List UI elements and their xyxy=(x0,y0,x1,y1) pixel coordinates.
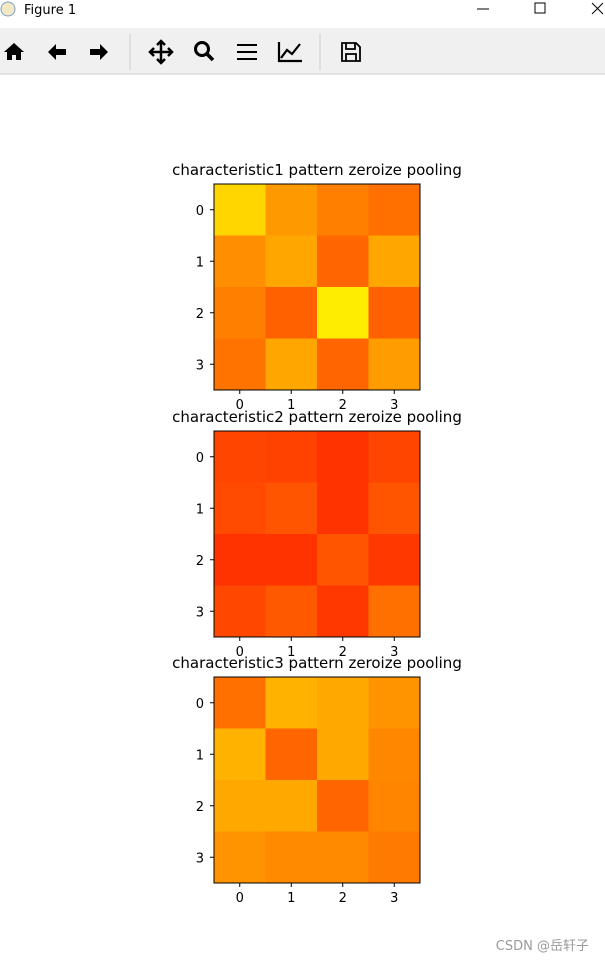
heatmap-cell xyxy=(265,780,318,832)
heatmap-cell xyxy=(317,534,369,586)
x-tick-label: 2 xyxy=(339,891,347,906)
x-tick-label: 2 xyxy=(339,398,347,413)
heatmap-cell xyxy=(317,184,369,236)
axes-frame xyxy=(213,676,421,884)
heatmap-cell xyxy=(265,287,318,339)
heatmap-cell xyxy=(317,482,369,535)
y-tick-label: 0 xyxy=(196,697,204,712)
chart-title: characteristic3 pattern zeroize pooling xyxy=(172,654,462,672)
watermark: CSDN @岳轩子 xyxy=(496,939,589,954)
app-icon xyxy=(0,1,16,17)
window-title: Figure 1 xyxy=(24,3,76,18)
heatmap-cell xyxy=(214,677,266,729)
heatmap-cell xyxy=(317,831,369,884)
heatmap-cell xyxy=(368,338,421,391)
heatmap-cell xyxy=(368,585,421,638)
y-tick-label: 3 xyxy=(196,605,204,620)
pan-button[interactable] xyxy=(148,39,174,65)
x-tick-label: 2 xyxy=(339,645,347,660)
heatmap-cell xyxy=(317,431,369,483)
heatmap-cell xyxy=(265,677,318,729)
heatmap-cell xyxy=(317,287,369,339)
heatmap-cell xyxy=(214,780,266,832)
edit-button[interactable] xyxy=(277,42,302,63)
heatmap-cell xyxy=(368,287,421,339)
heatmap-cell xyxy=(265,184,318,236)
heatmap-cell xyxy=(265,831,318,884)
y-tick-label: 1 xyxy=(196,502,204,517)
heatmap-cell xyxy=(317,677,369,729)
x-tick-label: 0 xyxy=(236,398,244,413)
axes-frame xyxy=(213,430,421,638)
y-tick-label: 3 xyxy=(196,358,204,373)
heatmap-cell xyxy=(214,235,266,288)
heatmap-cell xyxy=(368,184,421,236)
x-tick-label: 0 xyxy=(236,645,244,660)
heatmap-cell xyxy=(265,585,318,638)
heatmap-cell xyxy=(368,831,421,884)
y-tick-label: 0 xyxy=(196,204,204,219)
heatmap-cell xyxy=(214,534,266,586)
heatmap-cell xyxy=(214,728,266,781)
heatmap-cell xyxy=(317,338,369,391)
title-bar xyxy=(0,0,605,20)
heatmap-cell xyxy=(317,780,369,832)
heatmap-cell xyxy=(214,184,266,236)
x-tick-label: 3 xyxy=(390,398,398,413)
x-tick-label: 0 xyxy=(236,891,244,906)
y-tick-label: 1 xyxy=(196,748,204,763)
y-tick-label: 1 xyxy=(196,255,204,270)
y-tick-label: 0 xyxy=(196,451,204,466)
x-tick-label: 1 xyxy=(287,398,295,413)
axes-frame xyxy=(213,183,421,391)
heatmap-cell xyxy=(214,431,266,483)
y-tick-label: 2 xyxy=(196,554,204,569)
heatmap-cell xyxy=(368,482,421,535)
x-tick-label: 1 xyxy=(287,645,295,660)
heatmap-cell xyxy=(368,534,421,586)
forward-button[interactable] xyxy=(90,44,108,60)
heatmap-cell xyxy=(214,482,266,535)
zoom-button[interactable] xyxy=(194,41,215,62)
heatmap-cell xyxy=(214,831,266,884)
maximize-button[interactable] xyxy=(534,2,546,14)
heatmap-cell xyxy=(368,235,421,288)
heatmap-cell xyxy=(265,534,318,586)
heatmap-cell xyxy=(265,338,318,391)
heatmap-cell xyxy=(368,431,421,483)
heatmap-cell xyxy=(368,677,421,729)
x-tick-label: 1 xyxy=(287,891,295,906)
y-tick-label: 3 xyxy=(196,851,204,866)
y-tick-label: 2 xyxy=(196,800,204,815)
heatmap-cell xyxy=(265,482,318,535)
x-tick-label: 3 xyxy=(390,645,398,660)
heatmap-cell xyxy=(214,338,266,391)
heatmap-cell xyxy=(317,728,369,781)
back-button[interactable] xyxy=(48,44,66,60)
heatmap-cell xyxy=(368,728,421,781)
chart-title: characteristic1 pattern zeroize pooling xyxy=(172,161,462,179)
heatmap-cell xyxy=(265,235,318,288)
y-tick-label: 2 xyxy=(196,307,204,322)
heatmap-cell xyxy=(265,431,318,483)
heatmap-cell xyxy=(265,728,318,781)
heatmap-cell xyxy=(214,287,266,339)
heatmap-cell xyxy=(214,585,266,638)
save-button[interactable] xyxy=(341,42,361,62)
heatmap-cell xyxy=(368,780,421,832)
x-tick-label: 3 xyxy=(390,891,398,906)
chart-title: characteristic2 pattern zeroize pooling xyxy=(172,408,462,426)
heatmap-cell xyxy=(317,235,369,288)
heatmap-cell xyxy=(317,585,369,638)
close-button[interactable] xyxy=(591,2,604,15)
configure-button[interactable] xyxy=(237,44,257,60)
home-button[interactable] xyxy=(4,43,24,60)
